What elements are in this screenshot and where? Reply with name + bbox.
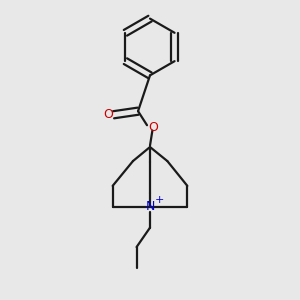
Text: O: O — [148, 121, 158, 134]
Text: N: N — [145, 200, 155, 213]
Text: O: O — [103, 108, 113, 121]
Text: +: + — [155, 195, 164, 205]
